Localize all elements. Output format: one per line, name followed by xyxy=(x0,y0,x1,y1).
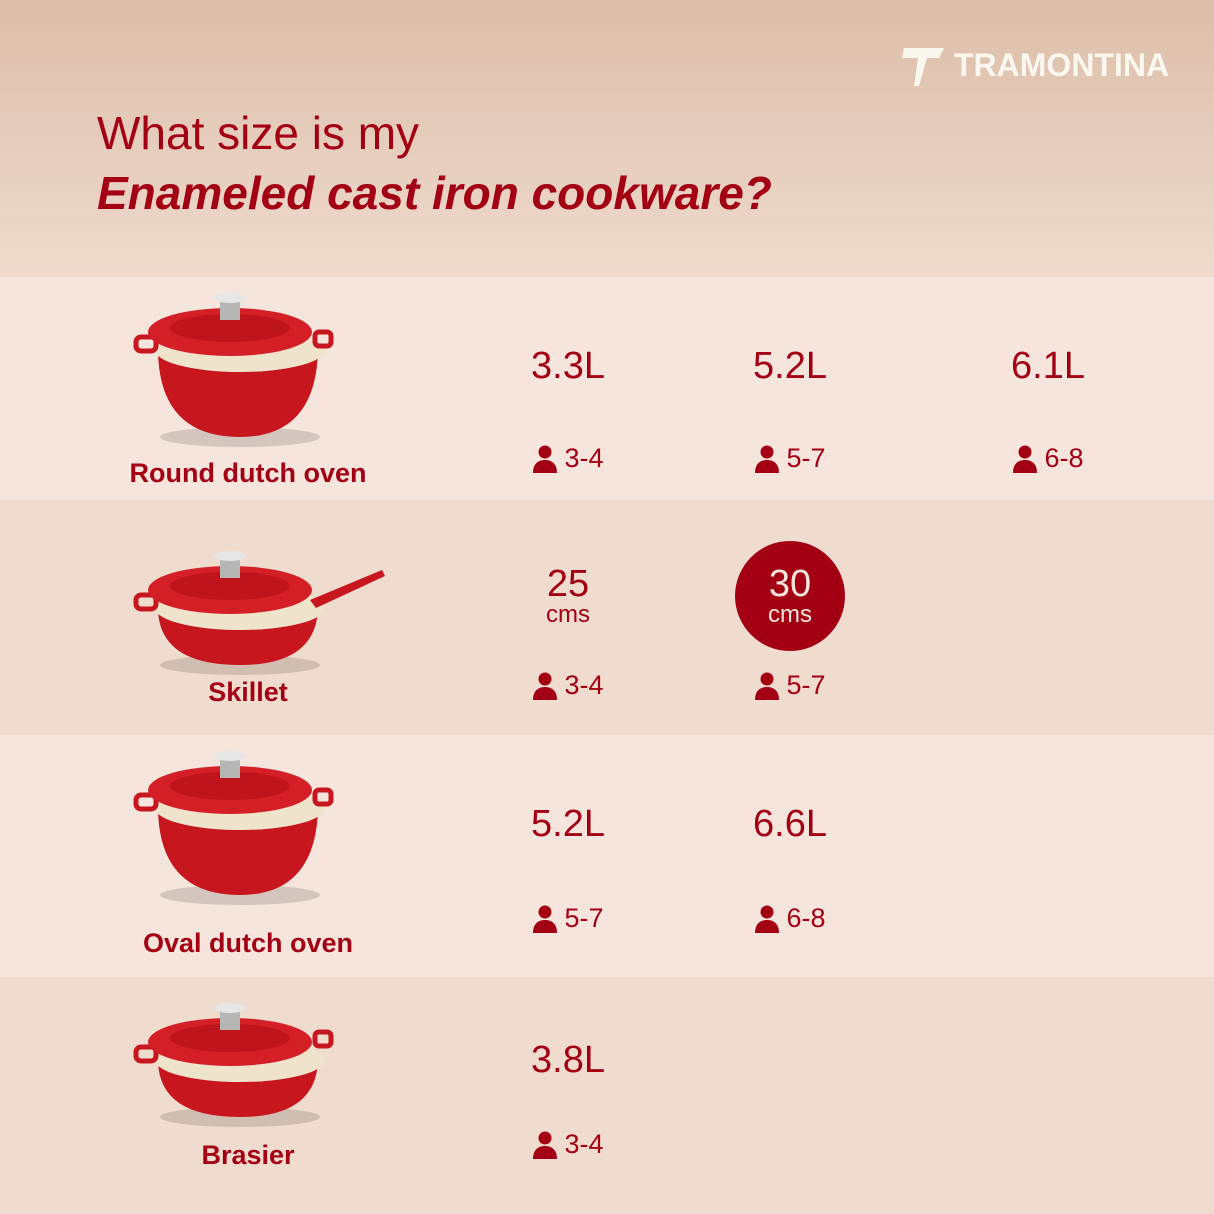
skillet-image xyxy=(133,551,385,675)
serves-count: 6-8 xyxy=(958,443,1138,474)
person-icon xyxy=(533,672,558,700)
product-row: Round dutch oven 3.3L 3-4 5.2L 5-7 6.1L 6-8 xyxy=(0,277,1214,500)
person-icon xyxy=(755,672,780,700)
size-badge: 30 cms xyxy=(735,541,845,651)
serves-value: 3-4 xyxy=(564,1129,604,1159)
person-icon xyxy=(533,905,558,933)
serves-count: 3-4 xyxy=(478,443,658,474)
size-value: 6.1L xyxy=(1011,345,1085,387)
title-line1: What size is my xyxy=(97,107,420,159)
serves-value: 5-7 xyxy=(786,670,826,700)
size-value: 3.3L xyxy=(531,345,605,387)
brasier-image xyxy=(133,1003,334,1127)
header: TRAMONTINA What size is my Enameled cast… xyxy=(0,0,1214,277)
serves-count: 5-7 xyxy=(700,670,880,701)
size-value: 5.2L xyxy=(753,345,827,387)
product-row: Skillet 25 cms 3-4 30 cms 5-7 xyxy=(0,500,1214,735)
size-unit: cms xyxy=(546,601,590,628)
round-dutch-oven-image xyxy=(133,293,334,447)
serves-count: 3-4 xyxy=(478,670,658,701)
product-name: Skillet xyxy=(208,677,288,707)
product-name: Oval dutch oven xyxy=(142,928,354,958)
tramontina-t-icon xyxy=(902,48,944,86)
size-value: 3.8L xyxy=(531,1039,605,1081)
person-icon xyxy=(755,445,780,473)
size-value: 5.2L xyxy=(531,803,605,845)
person-icon xyxy=(1013,445,1038,473)
serves-value: 6-8 xyxy=(1044,443,1084,473)
product-name: Brasier xyxy=(201,1140,295,1170)
title-line2: Enameled cast iron cookware? xyxy=(97,167,772,219)
size-unit: cms xyxy=(768,601,812,628)
serves-value: 3-4 xyxy=(564,670,604,700)
serves-count: 5-7 xyxy=(700,443,880,474)
size-value: 25 xyxy=(546,563,590,605)
serves-count: 5-7 xyxy=(478,903,658,934)
size-value: 30 xyxy=(768,563,812,605)
size-value: 6.6L xyxy=(753,803,827,845)
serves-count: 6-8 xyxy=(700,903,880,934)
serves-value: 3-4 xyxy=(564,443,604,473)
person-icon xyxy=(533,1131,558,1159)
oval-dutch-oven-image xyxy=(133,751,334,905)
serves-value: 6-8 xyxy=(786,903,826,933)
serves-count: 3-4 xyxy=(478,1129,658,1160)
product-row: Brasier 3.8L 3-4 xyxy=(0,977,1214,1214)
product-row: Oval dutch oven 5.2L 5-7 6.6L 6-8 xyxy=(0,735,1214,977)
size-badge: 25 cms xyxy=(513,541,623,651)
brand-logo: TRAMONTINA xyxy=(902,44,1169,86)
brand-name: TRAMONTINA xyxy=(954,46,1170,83)
person-icon xyxy=(533,445,558,473)
person-icon xyxy=(755,905,780,933)
serves-value: 5-7 xyxy=(564,903,604,933)
product-name: Round dutch oven xyxy=(129,458,367,488)
serves-value: 5-7 xyxy=(786,443,826,473)
